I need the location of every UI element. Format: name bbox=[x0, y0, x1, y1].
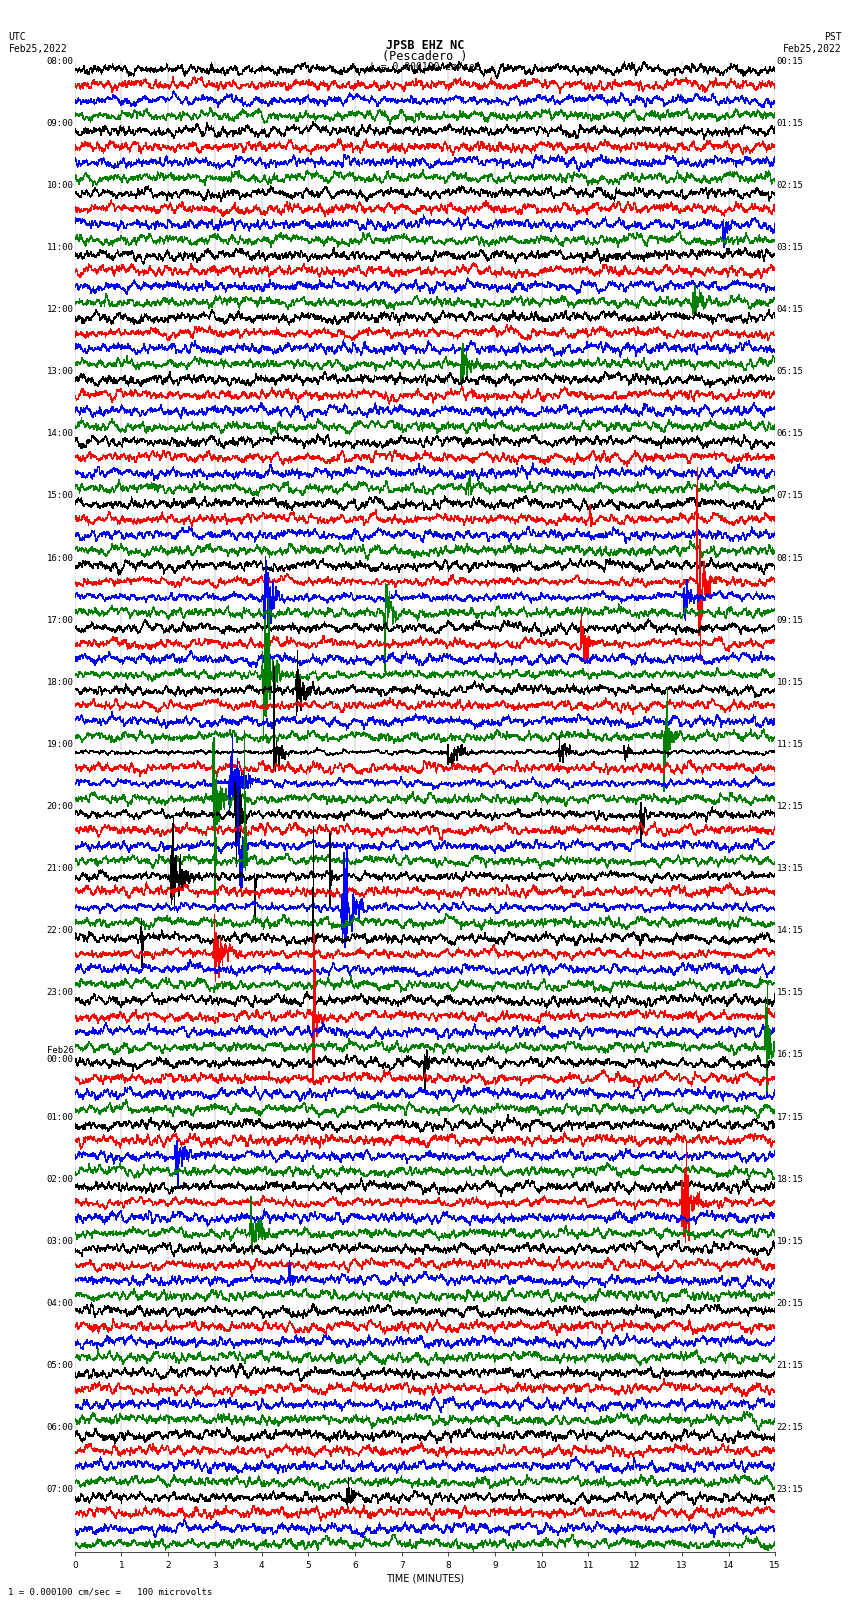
Text: 21:00: 21:00 bbox=[47, 865, 73, 873]
Text: 22:00: 22:00 bbox=[47, 926, 73, 936]
Text: 23:00: 23:00 bbox=[47, 989, 73, 997]
Text: 05:15: 05:15 bbox=[777, 368, 803, 376]
Text: 04:00: 04:00 bbox=[47, 1298, 73, 1308]
Text: | = 0.000100 cm/sec: | = 0.000100 cm/sec bbox=[369, 61, 481, 73]
Text: 06:00: 06:00 bbox=[47, 1423, 73, 1432]
Text: 19:15: 19:15 bbox=[777, 1237, 803, 1245]
Text: 12:00: 12:00 bbox=[47, 305, 73, 315]
Text: 15:00: 15:00 bbox=[47, 492, 73, 500]
Text: 07:15: 07:15 bbox=[777, 492, 803, 500]
Text: 03:00: 03:00 bbox=[47, 1237, 73, 1245]
Text: 16:15: 16:15 bbox=[777, 1050, 803, 1060]
Text: 20:00: 20:00 bbox=[47, 802, 73, 811]
Text: 02:00: 02:00 bbox=[47, 1174, 73, 1184]
Text: 10:00: 10:00 bbox=[47, 181, 73, 190]
Text: 13:00: 13:00 bbox=[47, 368, 73, 376]
Text: 11:15: 11:15 bbox=[777, 740, 803, 748]
Text: 00:15: 00:15 bbox=[777, 56, 803, 66]
X-axis label: TIME (MINUTES): TIME (MINUTES) bbox=[386, 1574, 464, 1584]
Text: 18:15: 18:15 bbox=[777, 1174, 803, 1184]
Text: 05:00: 05:00 bbox=[47, 1361, 73, 1369]
Text: 02:15: 02:15 bbox=[777, 181, 803, 190]
Text: 07:00: 07:00 bbox=[47, 1486, 73, 1494]
Text: 15:15: 15:15 bbox=[777, 989, 803, 997]
Text: 23:15: 23:15 bbox=[777, 1486, 803, 1494]
Text: 18:00: 18:00 bbox=[47, 677, 73, 687]
Text: 14:00: 14:00 bbox=[47, 429, 73, 439]
Text: JPSB EHZ NC: JPSB EHZ NC bbox=[386, 39, 464, 52]
Text: 21:15: 21:15 bbox=[777, 1361, 803, 1369]
Text: PST
Feb25,2022: PST Feb25,2022 bbox=[783, 32, 842, 53]
Text: 08:00: 08:00 bbox=[47, 56, 73, 66]
Text: 00:00: 00:00 bbox=[47, 1055, 73, 1065]
Text: 22:15: 22:15 bbox=[777, 1423, 803, 1432]
Text: 17:15: 17:15 bbox=[777, 1113, 803, 1121]
Text: 20:15: 20:15 bbox=[777, 1298, 803, 1308]
Text: 03:15: 03:15 bbox=[777, 244, 803, 252]
Text: 1 = 0.000100 cm/sec =   100 microvolts: 1 = 0.000100 cm/sec = 100 microvolts bbox=[8, 1587, 212, 1597]
Text: 14:15: 14:15 bbox=[777, 926, 803, 936]
Text: 09:15: 09:15 bbox=[777, 616, 803, 624]
Text: 08:15: 08:15 bbox=[777, 553, 803, 563]
Text: UTC
Feb25,2022: UTC Feb25,2022 bbox=[8, 32, 67, 53]
Text: 10:15: 10:15 bbox=[777, 677, 803, 687]
Text: 01:15: 01:15 bbox=[777, 119, 803, 127]
Text: 09:00: 09:00 bbox=[47, 119, 73, 127]
Text: 17:00: 17:00 bbox=[47, 616, 73, 624]
Text: 01:00: 01:00 bbox=[47, 1113, 73, 1121]
Text: 04:15: 04:15 bbox=[777, 305, 803, 315]
Text: 19:00: 19:00 bbox=[47, 740, 73, 748]
Text: 12:15: 12:15 bbox=[777, 802, 803, 811]
Text: 13:15: 13:15 bbox=[777, 865, 803, 873]
Text: 11:00: 11:00 bbox=[47, 244, 73, 252]
Text: 16:00: 16:00 bbox=[47, 553, 73, 563]
Text: (Pescadero ): (Pescadero ) bbox=[382, 50, 468, 63]
Text: 06:15: 06:15 bbox=[777, 429, 803, 439]
Text: Feb26: Feb26 bbox=[47, 1045, 73, 1055]
